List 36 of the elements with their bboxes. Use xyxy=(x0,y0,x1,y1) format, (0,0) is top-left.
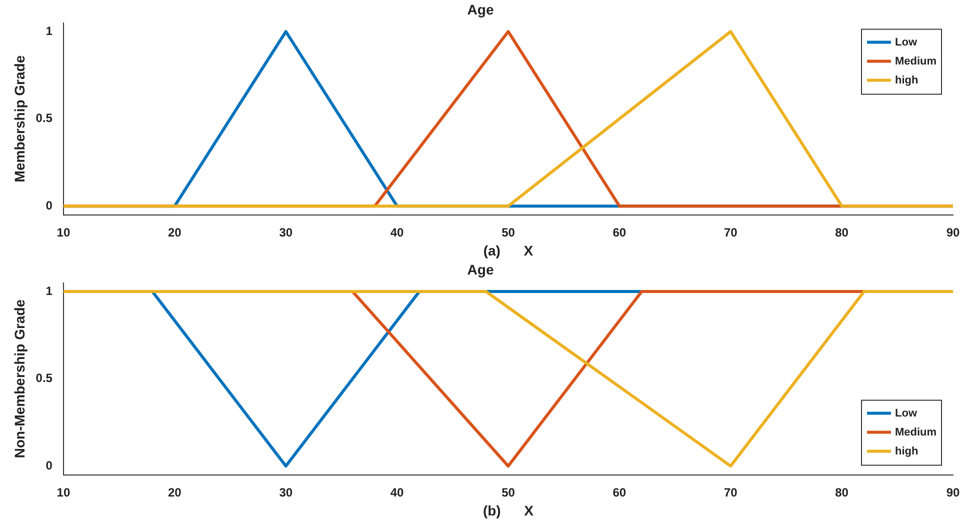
x-tick-label: 10 xyxy=(56,485,70,500)
x-tick-label: 30 xyxy=(279,485,293,500)
legend-label: high xyxy=(895,74,918,86)
x-axis-title: (b) X xyxy=(482,502,534,518)
x-tick-label: 80 xyxy=(835,225,849,240)
x-tick-label: 20 xyxy=(168,225,182,240)
x-tick-label: 40 xyxy=(390,225,404,240)
x-axis-title: (a) X xyxy=(483,242,534,258)
x-tick-label: 70 xyxy=(724,485,738,500)
y-tick-label: 1 xyxy=(46,284,53,298)
legend-label: high xyxy=(895,445,918,458)
legend-label: Medium xyxy=(895,426,937,438)
x-tick-label: 10 xyxy=(56,225,70,240)
chart-title: Age xyxy=(467,261,494,278)
legend-label: Low xyxy=(895,407,918,420)
y-tick-label: 0.5 xyxy=(36,111,53,126)
x-tick-label: 40 xyxy=(390,485,404,500)
y-axis-title: Non-Membership Grade xyxy=(11,299,28,458)
x-tick-label: 80 xyxy=(835,485,849,500)
legend-label: Low xyxy=(895,36,918,48)
x-tick-label: 90 xyxy=(946,485,960,500)
x-tick-label: 30 xyxy=(279,225,293,240)
x-tick-label: 90 xyxy=(946,225,960,240)
x-tick-label: 70 xyxy=(724,225,738,240)
y-tick-label: 1 xyxy=(46,24,53,38)
x-tick-label: 20 xyxy=(168,485,182,500)
y-tick-label: 0 xyxy=(46,198,53,212)
legend-label: Medium xyxy=(895,55,937,68)
y-tick-label: 0 xyxy=(46,458,53,472)
y-axis-title: Membership Grade xyxy=(11,55,28,182)
x-tick-label: 50 xyxy=(502,485,516,500)
x-tick-label: 60 xyxy=(612,485,626,500)
chart-title: Age xyxy=(467,1,494,18)
x-tick-label: 60 xyxy=(612,225,626,240)
x-tick-label: 50 xyxy=(502,225,516,240)
y-tick-label: 0.5 xyxy=(36,371,53,386)
